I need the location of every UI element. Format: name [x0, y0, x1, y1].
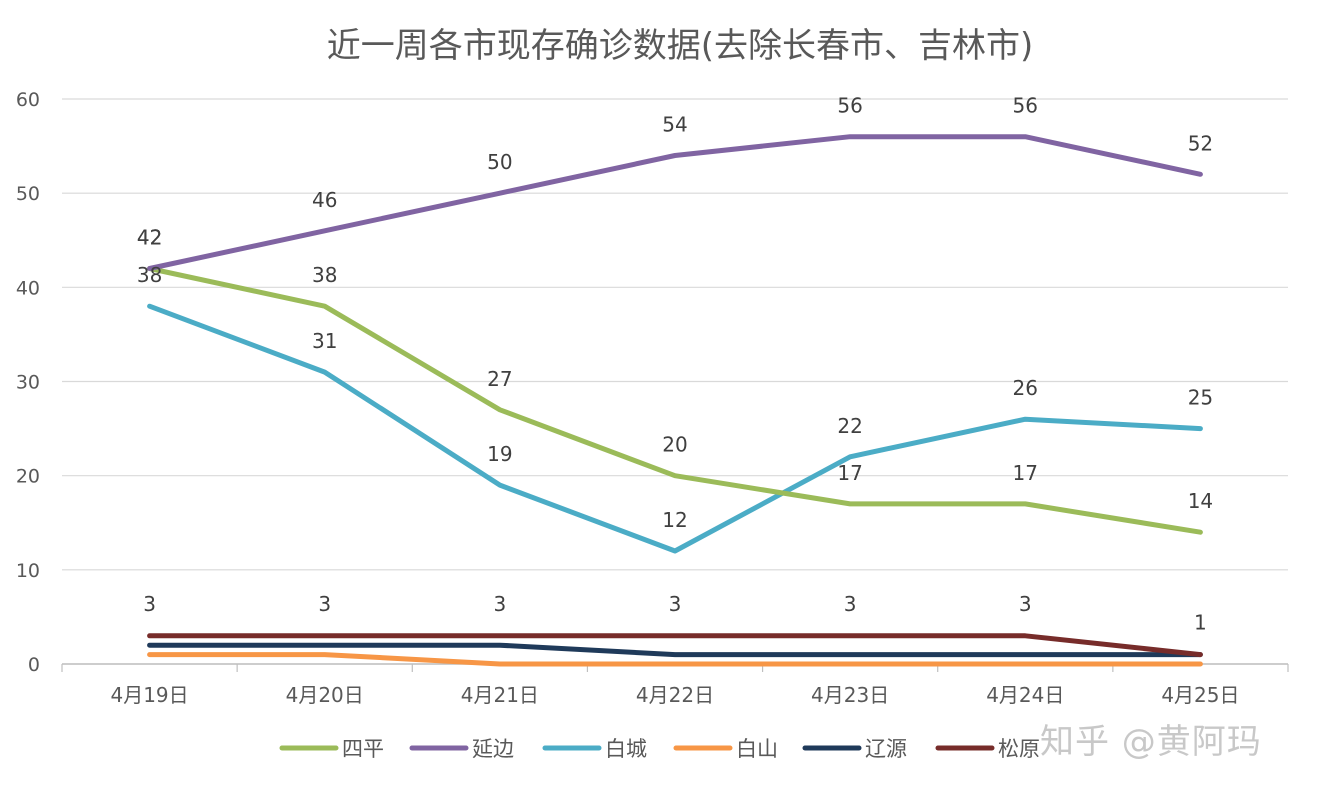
- data-label: 26: [1013, 376, 1038, 400]
- x-tick-label: 4月19日: [110, 683, 188, 707]
- x-tick-label: 4月25日: [1161, 683, 1239, 707]
- series-line-白城: [147, 303, 1203, 554]
- data-label: 38: [312, 263, 337, 287]
- series-line-松原: [147, 633, 1203, 658]
- data-label: 42: [137, 226, 162, 250]
- data-label: 54: [662, 113, 687, 137]
- data-label: 17: [1013, 461, 1038, 485]
- data-label: 3: [1019, 592, 1032, 616]
- watermark: 知乎 @黄阿玛: [1040, 722, 1262, 762]
- series-line-白山: [147, 652, 1203, 667]
- data-label: 3: [844, 592, 857, 616]
- data-label: 1: [1194, 611, 1207, 635]
- y-tick-label: 40: [16, 277, 40, 299]
- legend-label: 延边: [472, 737, 514, 761]
- data-label: 56: [1013, 94, 1038, 118]
- y-tick-label: 60: [16, 89, 40, 111]
- data-label: 3: [143, 592, 156, 616]
- data-label: 3: [669, 592, 682, 616]
- legend-label: 辽源: [865, 737, 907, 761]
- data-label: 14: [1188, 489, 1213, 513]
- data-label: 27: [487, 367, 512, 391]
- x-tick-label: 4月20日: [286, 683, 364, 707]
- y-tick-label: 10: [16, 560, 40, 582]
- x-tick-label: 4月22日: [636, 683, 714, 707]
- series-line-延边: [147, 134, 1203, 271]
- data-label: 31: [312, 329, 337, 353]
- data-label: 25: [1188, 386, 1213, 410]
- data-label: 50: [487, 150, 512, 174]
- chart-title: 近一周各市现存确诊数据(去除长春市、吉林市): [326, 26, 1034, 66]
- y-tick-label: 30: [16, 372, 40, 394]
- legend-label: 四平: [342, 737, 384, 761]
- data-label: 19: [487, 442, 512, 466]
- y-tick-label: 0: [28, 654, 40, 676]
- y-tick-label: 50: [16, 183, 40, 205]
- data-label: 3: [318, 592, 331, 616]
- x-tick-label: 4月24日: [986, 683, 1064, 707]
- data-label: 12: [662, 508, 687, 532]
- data-label: 22: [837, 414, 862, 438]
- y-tick-label: 20: [16, 466, 40, 488]
- legend-label: 松原: [998, 737, 1040, 761]
- data-label: 46: [312, 188, 337, 212]
- data-label: 42: [137, 226, 162, 250]
- data-label: 56: [837, 94, 862, 118]
- data-label: 17: [837, 461, 862, 485]
- data-label: 20: [662, 433, 687, 457]
- data-label: 38: [137, 263, 162, 287]
- x-tick-label: 4月21日: [461, 683, 539, 707]
- data-label: 3: [493, 592, 506, 616]
- x-tick-label: 4月23日: [811, 683, 889, 707]
- legend-label: 白城: [605, 737, 647, 761]
- data-label: 52: [1188, 131, 1213, 155]
- series-line-辽源: [147, 642, 1203, 658]
- series-line-四平: [147, 266, 1203, 535]
- legend-label: 白山: [736, 737, 778, 761]
